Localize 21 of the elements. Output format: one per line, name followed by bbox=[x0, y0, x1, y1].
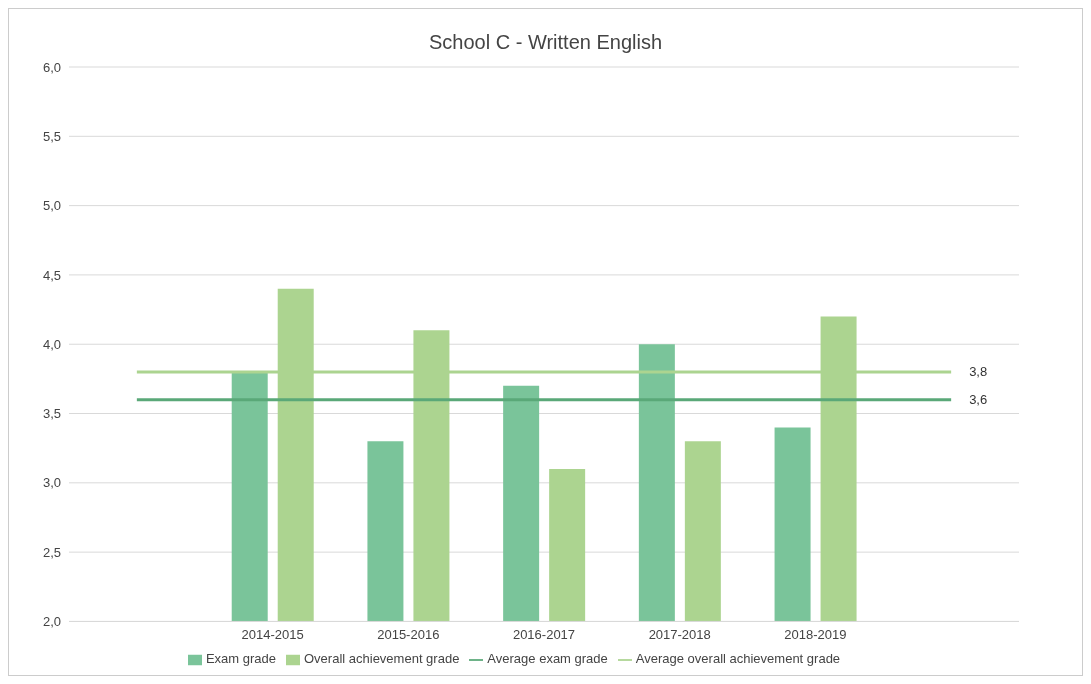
y-tick-label: 3,5 bbox=[42, 406, 61, 422]
y-tick-label: 2,0 bbox=[42, 614, 61, 630]
legend-label: Average overall achievement grade bbox=[635, 651, 841, 667]
data-label: 3,8 bbox=[969, 363, 988, 379]
y-tick-label: 4,0 bbox=[42, 336, 61, 352]
x-tick-label: 2016-2017 bbox=[512, 626, 576, 642]
x-tick-label: 2014-2015 bbox=[241, 626, 304, 642]
x-tick-label: 2015-2016 bbox=[377, 626, 440, 642]
y-tick-label: 4,5 bbox=[42, 267, 61, 283]
legend-label: Overall achievement grade bbox=[304, 651, 460, 667]
y-tick-label: 5,0 bbox=[42, 198, 61, 214]
legend-label: Average exam grade bbox=[487, 651, 608, 667]
x-tick-label: 2017-2018 bbox=[648, 626, 711, 642]
y-tick-label: 6,0 bbox=[42, 59, 61, 75]
y-tick-label: 3,0 bbox=[42, 475, 61, 491]
y-tick-label: 5,5 bbox=[42, 128, 61, 144]
data-label: 3,6 bbox=[969, 391, 988, 407]
chart-title: School C - Written English bbox=[427, 30, 664, 55]
x-tick-label: 2018-2019 bbox=[784, 626, 847, 642]
y-tick-label: 2,5 bbox=[42, 544, 61, 560]
legend-label: Exam grade bbox=[205, 651, 276, 667]
